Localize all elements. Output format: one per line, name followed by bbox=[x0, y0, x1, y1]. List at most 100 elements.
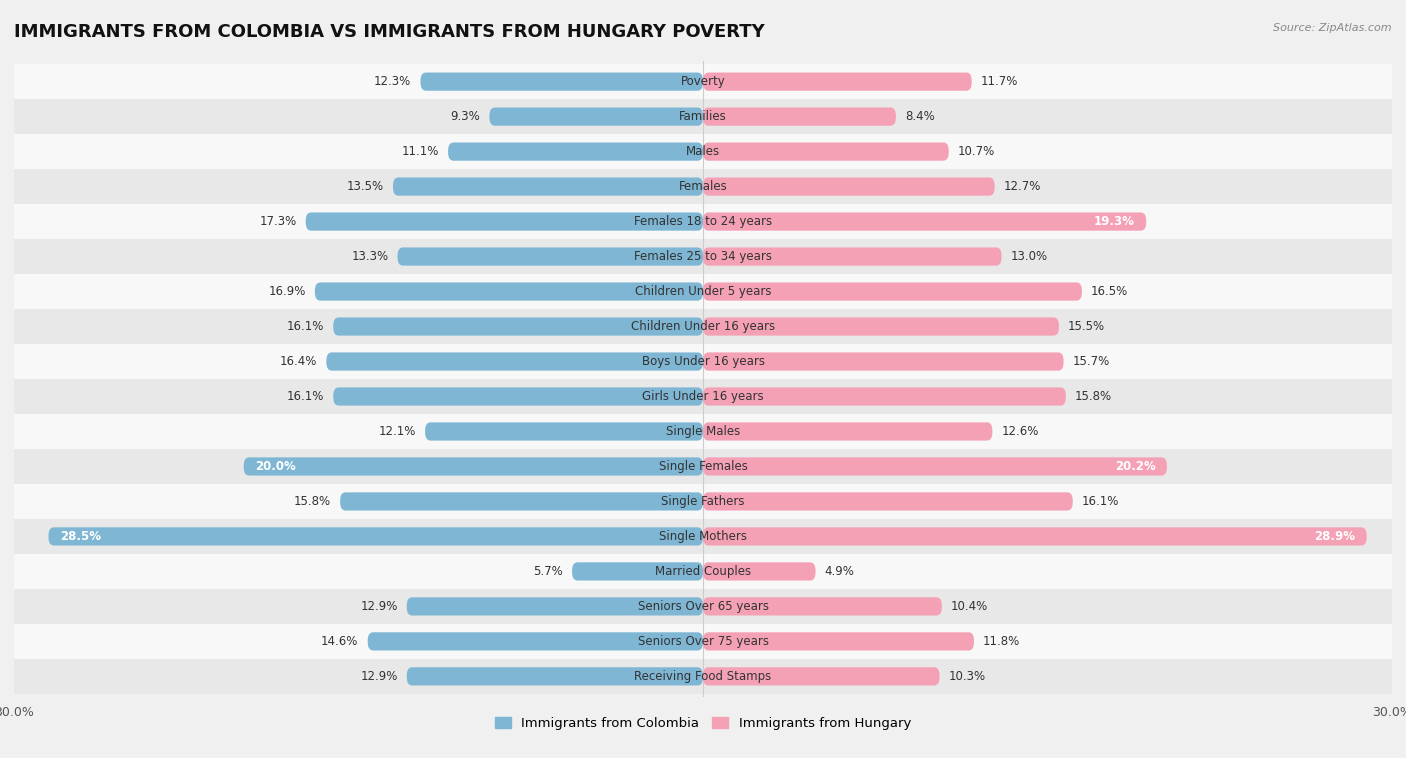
FancyBboxPatch shape bbox=[703, 318, 1059, 336]
Bar bbox=[14, 589, 1392, 624]
Text: 12.6%: 12.6% bbox=[1001, 425, 1039, 438]
FancyBboxPatch shape bbox=[398, 247, 703, 265]
Text: 15.8%: 15.8% bbox=[294, 495, 330, 508]
FancyBboxPatch shape bbox=[368, 632, 703, 650]
Bar bbox=[14, 519, 1392, 554]
Text: 28.9%: 28.9% bbox=[1315, 530, 1355, 543]
FancyBboxPatch shape bbox=[703, 597, 942, 615]
FancyBboxPatch shape bbox=[703, 212, 1146, 230]
FancyBboxPatch shape bbox=[703, 528, 1367, 546]
Text: Single Mothers: Single Mothers bbox=[659, 530, 747, 543]
FancyBboxPatch shape bbox=[305, 212, 703, 230]
FancyBboxPatch shape bbox=[333, 387, 703, 406]
Bar bbox=[14, 274, 1392, 309]
Text: 16.9%: 16.9% bbox=[269, 285, 305, 298]
Text: 12.1%: 12.1% bbox=[378, 425, 416, 438]
Text: Females 18 to 24 years: Females 18 to 24 years bbox=[634, 215, 772, 228]
Text: 12.9%: 12.9% bbox=[360, 600, 398, 613]
FancyBboxPatch shape bbox=[703, 177, 994, 196]
Bar bbox=[14, 99, 1392, 134]
FancyBboxPatch shape bbox=[449, 143, 703, 161]
Text: 17.3%: 17.3% bbox=[259, 215, 297, 228]
Bar bbox=[14, 484, 1392, 519]
Text: 13.0%: 13.0% bbox=[1011, 250, 1047, 263]
Text: Males: Males bbox=[686, 145, 720, 158]
FancyBboxPatch shape bbox=[703, 422, 993, 440]
Text: 10.4%: 10.4% bbox=[950, 600, 988, 613]
Text: 20.0%: 20.0% bbox=[256, 460, 295, 473]
Text: Married Couples: Married Couples bbox=[655, 565, 751, 578]
FancyBboxPatch shape bbox=[243, 457, 703, 475]
FancyBboxPatch shape bbox=[315, 283, 703, 301]
FancyBboxPatch shape bbox=[703, 352, 1063, 371]
FancyBboxPatch shape bbox=[425, 422, 703, 440]
Bar bbox=[14, 449, 1392, 484]
Text: Boys Under 16 years: Boys Under 16 years bbox=[641, 355, 765, 368]
FancyBboxPatch shape bbox=[703, 73, 972, 91]
Bar bbox=[14, 64, 1392, 99]
Bar bbox=[14, 309, 1392, 344]
FancyBboxPatch shape bbox=[340, 493, 703, 511]
Text: Children Under 16 years: Children Under 16 years bbox=[631, 320, 775, 333]
FancyBboxPatch shape bbox=[572, 562, 703, 581]
Bar bbox=[14, 344, 1392, 379]
Text: 16.5%: 16.5% bbox=[1091, 285, 1129, 298]
Text: 16.4%: 16.4% bbox=[280, 355, 318, 368]
Bar bbox=[14, 239, 1392, 274]
Bar bbox=[14, 554, 1392, 589]
Text: 10.7%: 10.7% bbox=[957, 145, 995, 158]
Text: 11.7%: 11.7% bbox=[981, 75, 1018, 88]
Text: Females 25 to 34 years: Females 25 to 34 years bbox=[634, 250, 772, 263]
Text: 11.8%: 11.8% bbox=[983, 635, 1021, 648]
Legend: Immigrants from Colombia, Immigrants from Hungary: Immigrants from Colombia, Immigrants fro… bbox=[489, 712, 917, 735]
Text: 10.3%: 10.3% bbox=[949, 670, 986, 683]
Text: 13.3%: 13.3% bbox=[352, 250, 388, 263]
FancyBboxPatch shape bbox=[406, 597, 703, 615]
FancyBboxPatch shape bbox=[703, 247, 1001, 265]
Text: 8.4%: 8.4% bbox=[905, 110, 935, 123]
FancyBboxPatch shape bbox=[703, 143, 949, 161]
Text: 12.9%: 12.9% bbox=[360, 670, 398, 683]
Text: IMMIGRANTS FROM COLOMBIA VS IMMIGRANTS FROM HUNGARY POVERTY: IMMIGRANTS FROM COLOMBIA VS IMMIGRANTS F… bbox=[14, 23, 765, 41]
Text: 15.5%: 15.5% bbox=[1069, 320, 1105, 333]
Text: 28.5%: 28.5% bbox=[60, 530, 101, 543]
FancyBboxPatch shape bbox=[703, 667, 939, 685]
Text: 4.9%: 4.9% bbox=[825, 565, 855, 578]
FancyBboxPatch shape bbox=[406, 667, 703, 685]
Text: 16.1%: 16.1% bbox=[287, 320, 323, 333]
Bar bbox=[14, 414, 1392, 449]
Text: 9.3%: 9.3% bbox=[450, 110, 481, 123]
Text: 16.1%: 16.1% bbox=[1083, 495, 1119, 508]
FancyBboxPatch shape bbox=[703, 632, 974, 650]
Text: Receiving Food Stamps: Receiving Food Stamps bbox=[634, 670, 772, 683]
FancyBboxPatch shape bbox=[48, 528, 703, 546]
Text: Single Males: Single Males bbox=[666, 425, 740, 438]
Bar bbox=[14, 659, 1392, 694]
FancyBboxPatch shape bbox=[703, 493, 1073, 511]
Text: Single Females: Single Females bbox=[658, 460, 748, 473]
Bar bbox=[14, 169, 1392, 204]
FancyBboxPatch shape bbox=[703, 562, 815, 581]
Text: 12.3%: 12.3% bbox=[374, 75, 412, 88]
Text: 15.7%: 15.7% bbox=[1073, 355, 1109, 368]
Bar bbox=[14, 624, 1392, 659]
FancyBboxPatch shape bbox=[703, 387, 1066, 406]
Text: 16.1%: 16.1% bbox=[287, 390, 323, 403]
Text: 19.3%: 19.3% bbox=[1094, 215, 1135, 228]
Bar bbox=[14, 204, 1392, 239]
Text: 5.7%: 5.7% bbox=[533, 565, 562, 578]
Text: 14.6%: 14.6% bbox=[321, 635, 359, 648]
Text: Children Under 5 years: Children Under 5 years bbox=[634, 285, 772, 298]
Text: Females: Females bbox=[679, 180, 727, 193]
Text: Source: ZipAtlas.com: Source: ZipAtlas.com bbox=[1274, 23, 1392, 33]
FancyBboxPatch shape bbox=[326, 352, 703, 371]
FancyBboxPatch shape bbox=[703, 457, 1167, 475]
Text: 20.2%: 20.2% bbox=[1115, 460, 1156, 473]
Text: Seniors Over 75 years: Seniors Over 75 years bbox=[637, 635, 769, 648]
FancyBboxPatch shape bbox=[703, 108, 896, 126]
Text: Seniors Over 65 years: Seniors Over 65 years bbox=[637, 600, 769, 613]
Bar bbox=[14, 134, 1392, 169]
Text: 15.8%: 15.8% bbox=[1076, 390, 1112, 403]
FancyBboxPatch shape bbox=[333, 318, 703, 336]
FancyBboxPatch shape bbox=[420, 73, 703, 91]
